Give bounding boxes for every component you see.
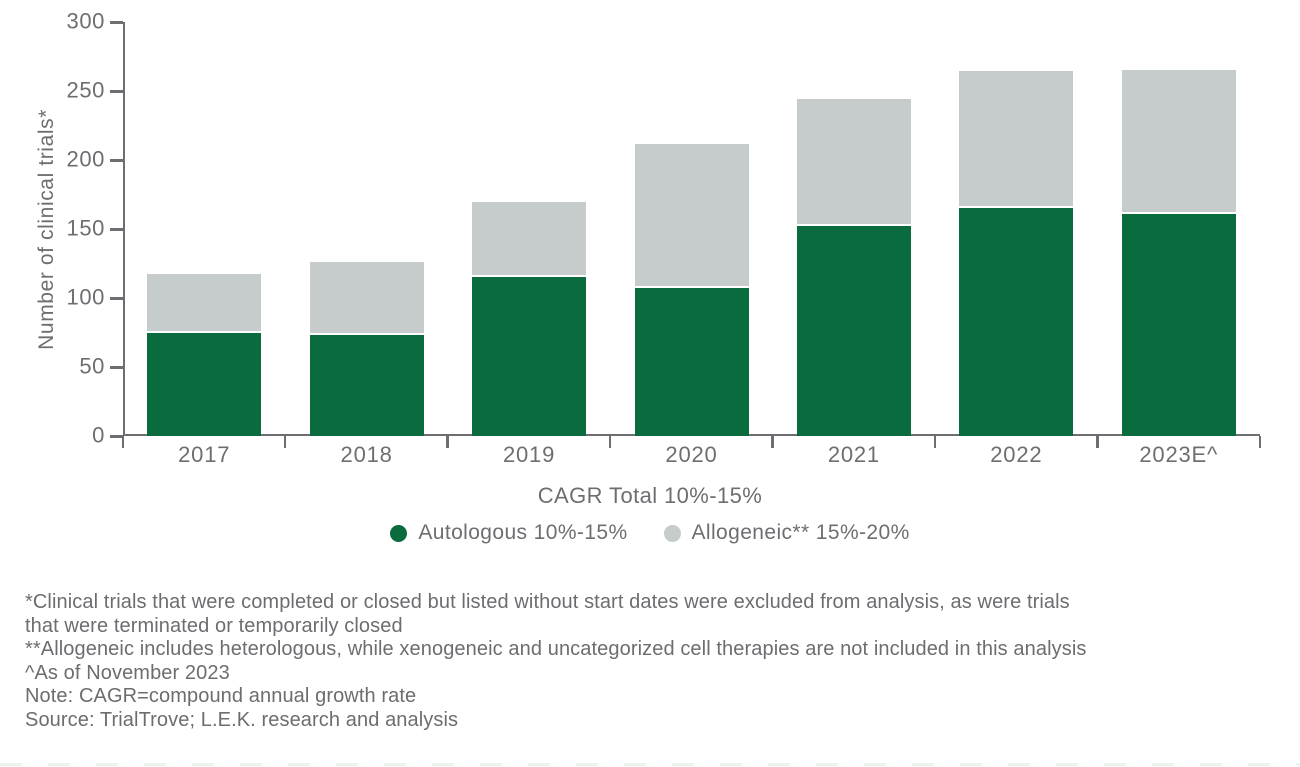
legend-item: Autologous 10%-15%: [390, 521, 627, 545]
bar-segment-autologous: [1121, 214, 1236, 436]
footnote-line: Source: TrialTrove; L.E.K. research and …: [25, 708, 459, 731]
bar-segment-allogeneic: [796, 99, 911, 226]
bar-group-2020: [634, 144, 749, 436]
bar-group-2017: [147, 274, 262, 436]
x-axis-tick-mark: [283, 436, 287, 448]
legend-item: Allogeneic** 15%-20%: [663, 521, 910, 545]
bar-segment-autologous: [634, 288, 749, 436]
y-axis-tick-label: 150: [66, 215, 105, 241]
y-axis-tick-label: 0: [92, 422, 105, 448]
y-axis-tick-label: 100: [66, 284, 105, 310]
y-axis-tick-mark: [110, 435, 123, 438]
y-axis-tick-label: 200: [66, 146, 105, 172]
bar-segment-autologous: [796, 226, 911, 436]
footnote-line: that were terminated or temporarily clos…: [25, 614, 403, 637]
bar-group-2021: [796, 99, 911, 436]
x-axis-label: 2017: [178, 442, 231, 467]
x-axis-tick-mark: [608, 436, 612, 448]
footnote-line: Note: CAGR=compound annual growth rate: [25, 685, 417, 707]
bar-segment-allogeneic: [147, 274, 262, 333]
footnote-line: *Clinical trials that were completed or …: [25, 591, 1070, 613]
x-axis-tick-mark: [1096, 436, 1099, 448]
y-axis-tick-mark: [110, 228, 123, 231]
x-axis-title: CAGR Total 10%-15%: [537, 483, 763, 508]
bar-segment-allogeneic: [1121, 70, 1236, 214]
bar-segment-autologous: [472, 277, 587, 436]
bar-group-2019: [472, 202, 587, 436]
bar-segment-autologous: [147, 333, 262, 436]
bar-segment-allogeneic: [309, 262, 424, 335]
footnote-line: **Allogeneic includes heterologous, whil…: [25, 638, 1087, 660]
footnotes: *Clinical trials that were completed or …: [25, 591, 1280, 732]
x-axis-label: 2022: [990, 442, 1043, 467]
legend-swatch-icon: [663, 524, 681, 542]
x-axis-label: 2019: [502, 442, 556, 467]
bottom-dotted-divider: [0, 763, 1300, 766]
y-axis-tick-label: 250: [66, 77, 105, 103]
y-axis-tick-mark: [110, 159, 123, 162]
bar-segment-allogeneic: [634, 144, 749, 288]
y-axis-tick-mark: [110, 90, 123, 93]
legend-swatch-icon: [390, 524, 408, 542]
x-axis-tick-mark: [771, 436, 774, 448]
bar-segment-autologous: [959, 208, 1074, 436]
legend: Autologous 10%-15% Allogeneic** 15%-20%: [0, 521, 1300, 545]
bar-group-2022: [959, 71, 1074, 436]
x-axis-label: 2023E^: [1139, 442, 1219, 467]
legend-label: Autologous 10%-15%: [418, 521, 628, 544]
bar-group-2018: [309, 262, 424, 436]
legend-label: Allogeneic** 15%-20%: [691, 521, 910, 544]
bar-group-2023E^: [1121, 70, 1236, 436]
y-axis-tick-mark: [110, 297, 123, 300]
x-axis-label: 2018: [340, 442, 393, 467]
y-axis-tick-label: 300: [66, 8, 105, 34]
x-axis-label: 2021: [827, 442, 880, 467]
y-axis-tick-mark: [110, 366, 123, 369]
y-axis-tick-mark: [110, 21, 123, 24]
bar-segment-allogeneic: [472, 202, 587, 277]
x-axis-tick-mark: [933, 436, 937, 448]
y-axis-tick-label: 50: [79, 353, 105, 379]
footnote-line: ^As of November 2023: [25, 661, 230, 684]
x-axis-tick-mark: [446, 436, 449, 448]
bar-segment-allogeneic: [959, 71, 1074, 208]
x-axis-tick-mark: [121, 436, 124, 448]
x-axis-tick-mark: [1258, 436, 1261, 448]
bar-segment-autologous: [309, 335, 424, 436]
x-axis-label: 2020: [665, 442, 718, 467]
